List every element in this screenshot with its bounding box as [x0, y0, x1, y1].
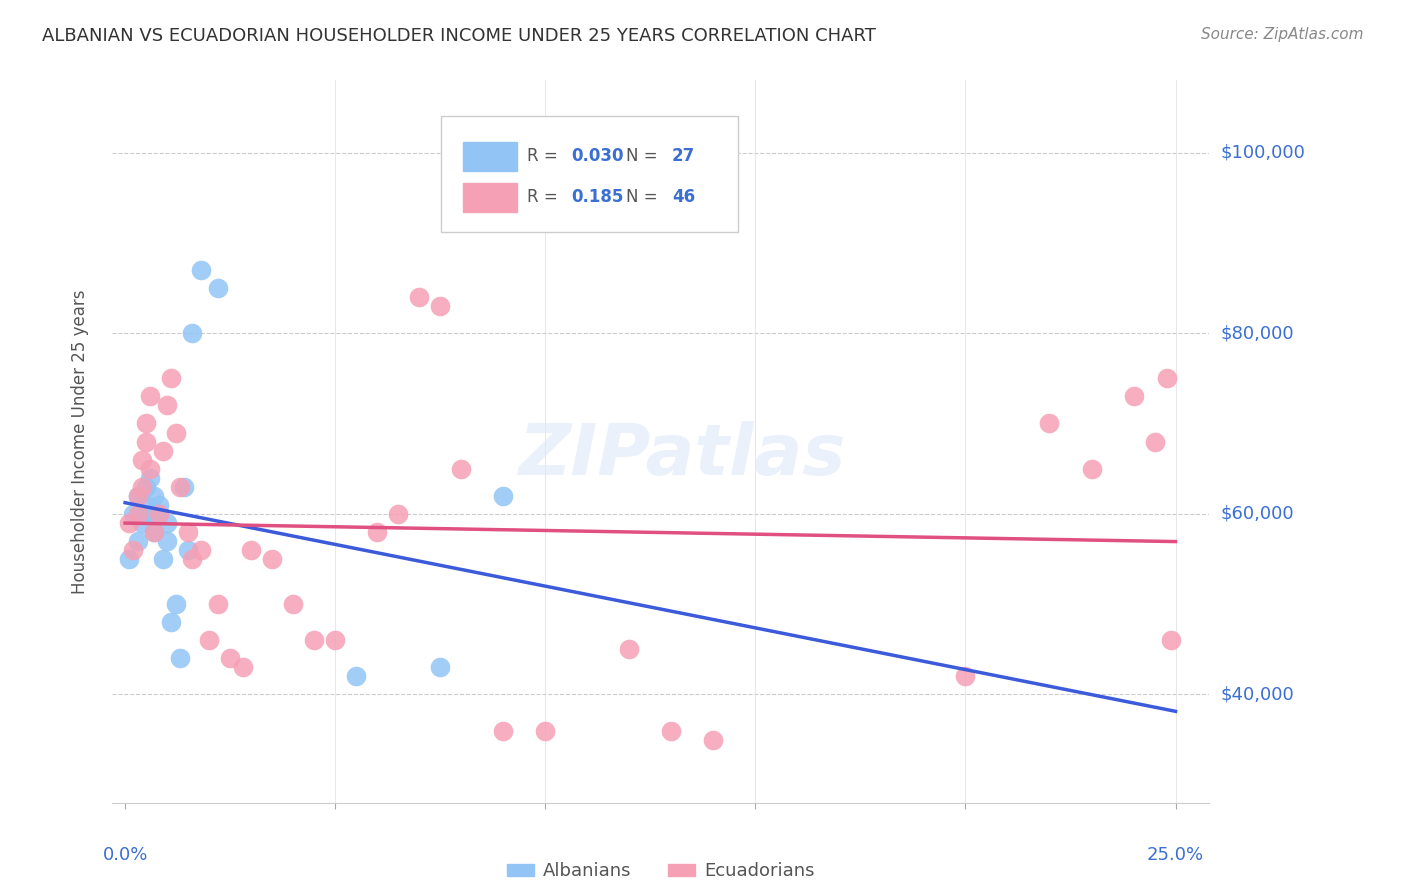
- Text: 0.185: 0.185: [571, 188, 623, 206]
- Point: [131, 480, 153, 494]
- Point: [165, 425, 187, 440]
- Text: ALBANIAN VS ECUADORIAN HOUSEHOLDER INCOME UNDER 25 YEARS CORRELATION CHART: ALBANIAN VS ECUADORIAN HOUSEHOLDER INCOM…: [42, 27, 876, 45]
- Point: [702, 732, 724, 747]
- Point: [148, 498, 170, 512]
- Y-axis label: Householder Income Under 25 years: Householder Income Under 25 years: [70, 289, 89, 594]
- Text: N =: N =: [626, 188, 662, 206]
- Legend: Albanians, Ecuadorians: Albanians, Ecuadorians: [501, 855, 821, 888]
- Point: [1038, 417, 1060, 431]
- Point: [302, 633, 325, 648]
- Point: [492, 723, 515, 738]
- Point: [1080, 461, 1102, 475]
- Point: [122, 542, 145, 557]
- Point: [177, 542, 200, 557]
- Point: [659, 723, 682, 738]
- Point: [118, 516, 141, 530]
- Point: [152, 443, 174, 458]
- Text: 27: 27: [672, 147, 695, 165]
- Text: R =: R =: [527, 147, 562, 165]
- Text: 46: 46: [672, 188, 695, 206]
- Point: [160, 371, 183, 385]
- Text: N =: N =: [626, 147, 662, 165]
- Text: 0.030: 0.030: [571, 147, 623, 165]
- Point: [262, 552, 284, 566]
- Point: [127, 507, 149, 521]
- Point: [177, 524, 200, 539]
- Point: [127, 489, 149, 503]
- Point: [232, 660, 254, 674]
- Text: 0.0%: 0.0%: [103, 847, 148, 864]
- Point: [122, 507, 145, 521]
- Point: [143, 489, 166, 503]
- Point: [1160, 633, 1182, 648]
- Point: [135, 434, 157, 449]
- Point: [429, 660, 451, 674]
- Point: [127, 533, 149, 548]
- Point: [131, 452, 153, 467]
- Point: [143, 524, 166, 539]
- Point: [165, 597, 187, 611]
- Text: $40,000: $40,000: [1220, 685, 1294, 704]
- Point: [534, 723, 557, 738]
- Point: [955, 669, 977, 683]
- Point: [148, 507, 170, 521]
- Text: Source: ZipAtlas.com: Source: ZipAtlas.com: [1201, 27, 1364, 42]
- Text: R =: R =: [527, 188, 568, 206]
- Point: [198, 633, 221, 648]
- Point: [619, 642, 641, 657]
- FancyBboxPatch shape: [464, 183, 517, 211]
- Point: [387, 507, 409, 521]
- Point: [1143, 434, 1166, 449]
- Point: [156, 398, 179, 412]
- Point: [156, 533, 179, 548]
- FancyBboxPatch shape: [441, 116, 738, 232]
- Point: [492, 489, 515, 503]
- Point: [160, 615, 183, 630]
- Point: [1156, 371, 1178, 385]
- Point: [323, 633, 346, 648]
- Text: $100,000: $100,000: [1220, 144, 1305, 161]
- Point: [135, 498, 157, 512]
- Text: $80,000: $80,000: [1220, 324, 1294, 343]
- Point: [135, 417, 157, 431]
- Point: [131, 516, 153, 530]
- Point: [139, 461, 162, 475]
- Point: [148, 507, 170, 521]
- Point: [169, 480, 191, 494]
- Point: [181, 552, 204, 566]
- Point: [139, 471, 162, 485]
- Point: [207, 281, 229, 295]
- Point: [283, 597, 305, 611]
- Point: [118, 552, 141, 566]
- Point: [1122, 389, 1144, 403]
- Point: [429, 299, 451, 313]
- Point: [366, 524, 388, 539]
- Point: [408, 290, 430, 304]
- Point: [127, 489, 149, 503]
- Point: [139, 507, 162, 521]
- Point: [190, 542, 212, 557]
- Point: [190, 263, 212, 277]
- Point: [169, 651, 191, 665]
- Point: [450, 461, 472, 475]
- Text: $60,000: $60,000: [1220, 505, 1294, 523]
- Point: [240, 542, 263, 557]
- Point: [143, 524, 166, 539]
- Point: [219, 651, 242, 665]
- Point: [152, 552, 174, 566]
- Point: [344, 669, 367, 683]
- Point: [139, 389, 162, 403]
- Point: [173, 480, 195, 494]
- Text: 25.0%: 25.0%: [1147, 847, 1204, 864]
- Point: [181, 326, 204, 341]
- Point: [156, 516, 179, 530]
- Point: [207, 597, 229, 611]
- Text: ZIPatlas: ZIPatlas: [519, 422, 846, 491]
- FancyBboxPatch shape: [464, 142, 517, 170]
- Point: [135, 480, 157, 494]
